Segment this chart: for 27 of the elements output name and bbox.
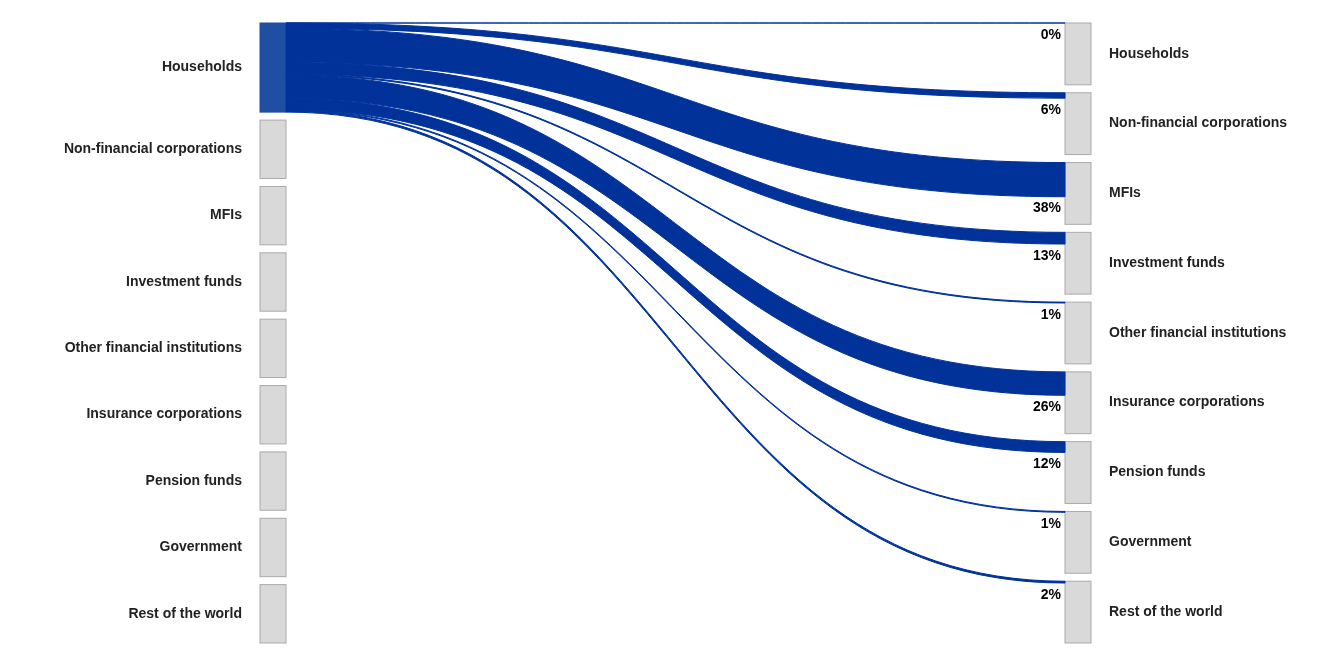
data-label: 1% bbox=[1040, 515, 1062, 532]
data-label: 2% bbox=[1040, 585, 1062, 602]
category-label: Government bbox=[159, 538, 242, 555]
category-label: Rest of the world bbox=[1109, 602, 1223, 619]
category-label: Pension funds bbox=[1109, 463, 1206, 480]
data-label: 6% bbox=[1040, 100, 1062, 117]
category-label: Non-financial corporations bbox=[63, 139, 242, 156]
category-label: Households bbox=[161, 58, 242, 75]
category-label: Insurance corporations bbox=[86, 405, 242, 422]
data-label: 38% bbox=[1032, 199, 1062, 216]
data-label: 0% bbox=[1040, 25, 1062, 42]
category-label: Government bbox=[1109, 533, 1192, 550]
category-label: Investment funds bbox=[1109, 253, 1225, 270]
category-label: Investment funds bbox=[126, 272, 242, 289]
category-label: Rest of the world bbox=[128, 604, 242, 621]
data-label: 12% bbox=[1032, 455, 1062, 472]
data-label: 26% bbox=[1032, 397, 1062, 414]
category-label: MFIs bbox=[1109, 184, 1141, 201]
category-label: Non-financial corporations bbox=[1109, 114, 1288, 131]
data-label: 13% bbox=[1032, 246, 1062, 263]
category-label: MFIs bbox=[210, 206, 242, 223]
data-label: 1% bbox=[1040, 305, 1062, 322]
category-label: Other financial institutions bbox=[64, 339, 242, 356]
category-label: Insurance corporations bbox=[1109, 393, 1265, 410]
category-label: Households bbox=[1109, 44, 1190, 61]
category-label: Pension funds bbox=[145, 471, 242, 488]
category-label: Other financial institutions bbox=[1109, 323, 1287, 340]
